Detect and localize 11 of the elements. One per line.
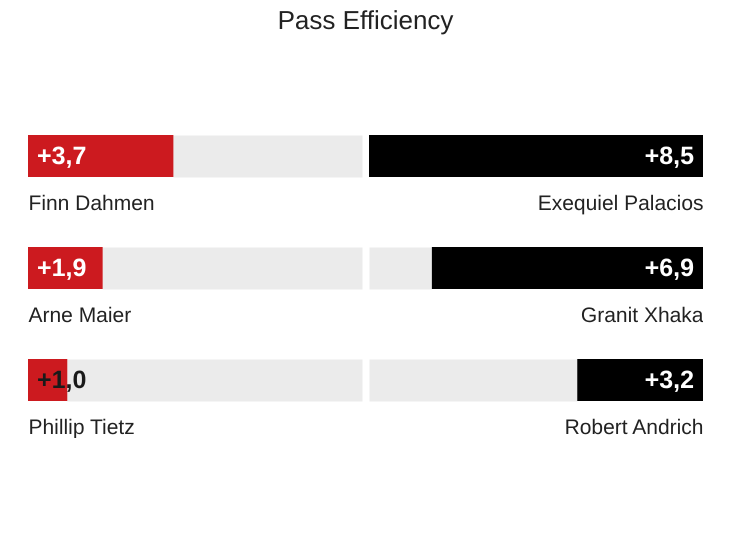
y-tick-label: Phillip Tietz — [28, 416, 135, 439]
data-label: +8,5 — [644, 142, 694, 170]
data-label: +6,9 — [644, 254, 694, 282]
data-label: +3,2 — [644, 366, 694, 394]
y-tick-label: Arne Maier — [28, 304, 132, 327]
data-label: +3,7 — [37, 142, 86, 170]
chart-title: Pass Efficiency — [278, 5, 454, 35]
y-tick-label: Finn Dahmen — [28, 192, 155, 215]
y-tick-label: Robert Andrich — [564, 416, 704, 439]
y-tick-label: Exequiel Palacios — [538, 192, 704, 215]
data-label: +1,9 — [37, 254, 86, 282]
